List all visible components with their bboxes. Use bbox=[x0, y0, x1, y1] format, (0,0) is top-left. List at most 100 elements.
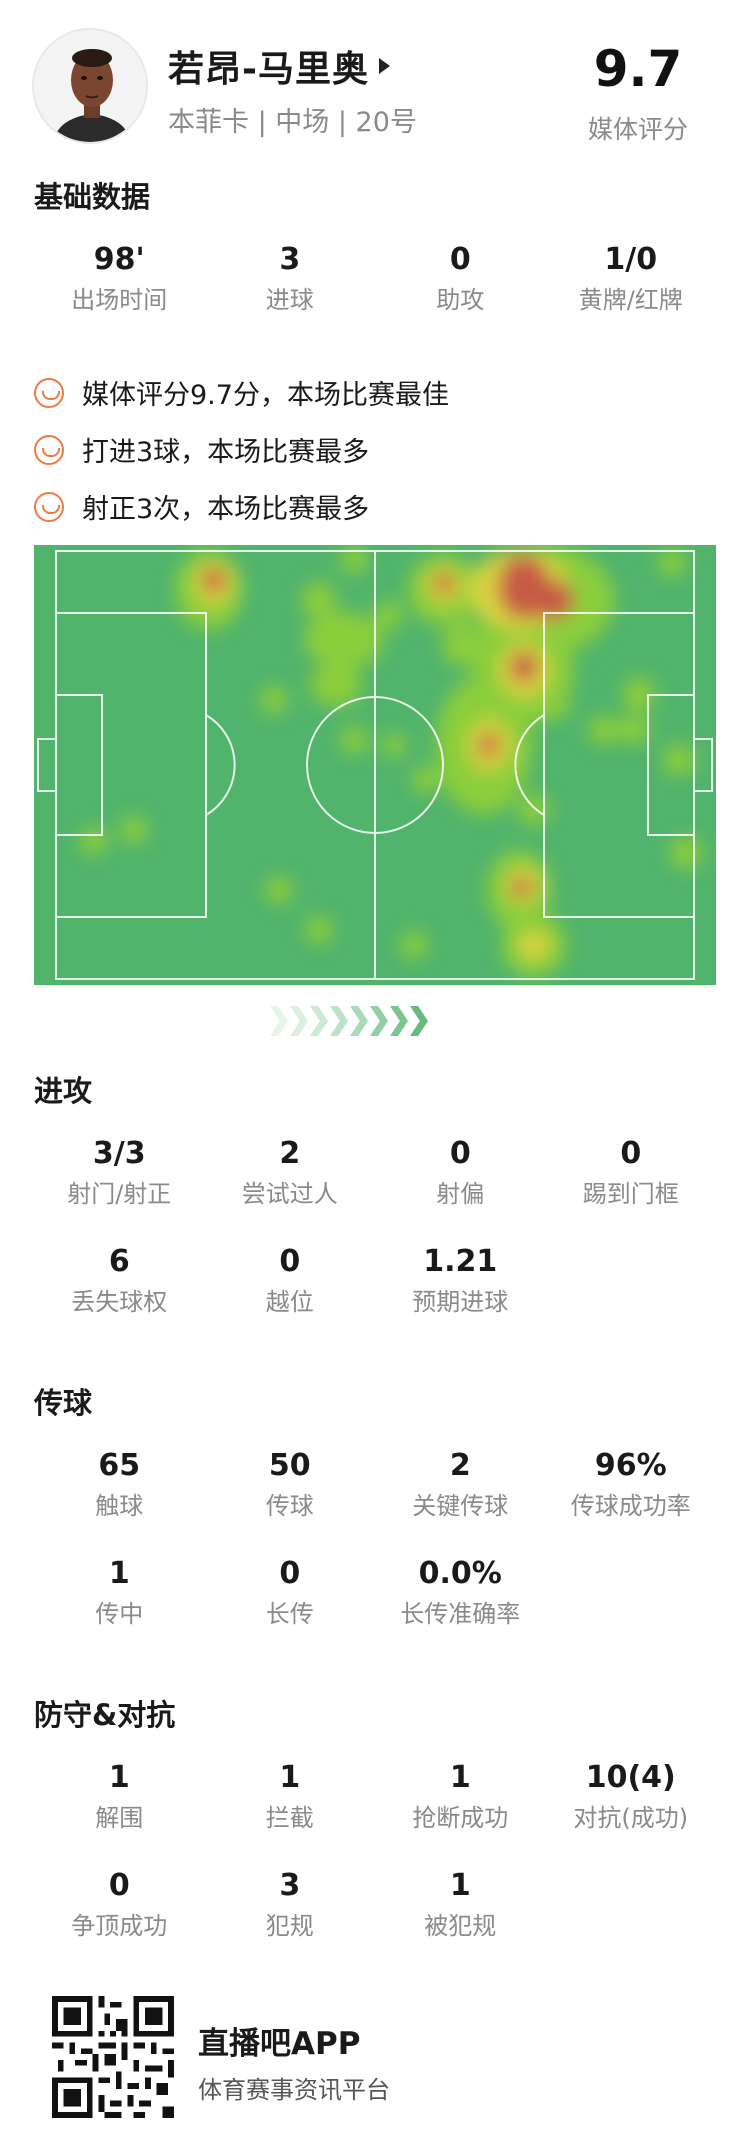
stat-value: 10(4) bbox=[585, 1760, 676, 1795]
section-title-passing: 传球 bbox=[34, 1386, 93, 1420]
stat-label: 犯规 bbox=[265, 1912, 314, 1940]
highlights-list: 媒体评分9.7分，本场比赛最佳 打进3球，本场比赛最多 射正3次，本场比赛最多 bbox=[34, 364, 449, 535]
stat-label: 长传 bbox=[265, 1600, 314, 1628]
stat-label: 踢到门框 bbox=[582, 1180, 679, 1208]
stat-label: 解围 bbox=[95, 1804, 144, 1832]
stat-cell: 3/3 射门/射正 bbox=[34, 1134, 205, 1242]
stat-label: 出场时间 bbox=[71, 286, 168, 314]
stat-value: 96% bbox=[594, 1448, 667, 1483]
section-title-defense: 防守&对抗 bbox=[34, 1698, 176, 1732]
chevron-right-icon bbox=[370, 1006, 388, 1036]
stats-row: 1 传中 0 长传 0.0% 长传准确率 bbox=[34, 1554, 716, 1662]
stats-row: 98' 出场时间 3 进球 0 助攻 1/0 黄牌/红牌 bbox=[34, 240, 716, 348]
stat-value: 1 bbox=[279, 1760, 301, 1795]
chevron-right-icon bbox=[350, 1006, 368, 1036]
stat-cell: 2 尝试过人 bbox=[205, 1134, 376, 1242]
stat-value: 1 bbox=[108, 1760, 130, 1795]
stat-label: 传球 bbox=[265, 1492, 314, 1520]
heatmap-pitch bbox=[34, 545, 716, 985]
stat-label: 争顶成功 bbox=[71, 1912, 168, 1940]
stat-cell: 1 解围 bbox=[34, 1758, 205, 1866]
app-tagline: 体育赛事资讯平台 bbox=[198, 2076, 390, 2104]
stats-row: 3/3 射门/射正 2 尝试过人 0 射偏 0 踢到门框 bbox=[34, 1134, 716, 1242]
stat-label: 拦截 bbox=[265, 1804, 314, 1832]
stat-label: 对抗(成功) bbox=[573, 1804, 689, 1832]
stat-value: 2 bbox=[279, 1136, 301, 1171]
stat-value: 0 bbox=[108, 1868, 130, 1903]
stat-cell: 1 抢断成功 bbox=[375, 1758, 546, 1866]
stat-value: 0 bbox=[449, 1136, 471, 1171]
stat-label: 关键传球 bbox=[412, 1492, 509, 1520]
stat-label: 黄牌/红牌 bbox=[578, 286, 683, 314]
stat-value: 3 bbox=[279, 242, 301, 277]
stats-row: 6 丢失球权 0 越位 1.21 预期进球 bbox=[34, 1242, 716, 1350]
heatmap-svg bbox=[37, 545, 713, 980]
stat-cell: 0 争顶成功 bbox=[34, 1866, 205, 1974]
chevron-right-icon bbox=[330, 1006, 348, 1036]
app-name: 直播吧APP bbox=[198, 2026, 361, 2062]
stat-cell: 96% 传球成功率 bbox=[546, 1446, 717, 1554]
player-name-row[interactable]: 若昂-马里奥 bbox=[168, 40, 390, 92]
highlight-item: 媒体评分9.7分，本场比赛最佳 bbox=[34, 364, 449, 421]
stat-label: 抢断成功 bbox=[412, 1804, 509, 1832]
stat-value: 3 bbox=[279, 1868, 301, 1903]
chevron-right-icon bbox=[270, 1006, 288, 1036]
stat-label: 触球 bbox=[95, 1492, 144, 1520]
pitch-lines bbox=[37, 550, 713, 980]
stat-value: 65 bbox=[98, 1448, 141, 1483]
stat-value: 98' bbox=[93, 242, 145, 277]
stat-cards: 1/0 黄牌/红牌 bbox=[546, 240, 717, 348]
stat-label: 进球 bbox=[265, 286, 314, 314]
highlight-item: 打进3球，本场比赛最多 bbox=[34, 421, 449, 478]
direction-arrows bbox=[270, 1006, 430, 1036]
stat-minutes: 98' 出场时间 bbox=[34, 240, 205, 348]
caret-right-icon bbox=[378, 58, 390, 74]
chevron-right-icon bbox=[390, 1006, 408, 1036]
stat-cell: 2 关键传球 bbox=[375, 1446, 546, 1554]
player-meta: 本菲卡 | 中场 | 20号 bbox=[168, 107, 417, 138]
stat-cell: 0 长传 bbox=[205, 1554, 376, 1662]
highlight-text: 媒体评分9.7分，本场比赛最佳 bbox=[82, 380, 449, 411]
stat-cell: 1 传中 bbox=[34, 1554, 205, 1662]
highlight-text: 射正3次，本场比赛最多 bbox=[82, 494, 370, 525]
stat-label: 越位 bbox=[265, 1288, 314, 1316]
chevron-right-icon bbox=[310, 1006, 328, 1036]
stat-cell: 1.21 预期进球 bbox=[375, 1242, 546, 1350]
stat-value: 6 bbox=[108, 1244, 130, 1279]
section-title-attack: 进攻 bbox=[34, 1074, 93, 1108]
stat-label: 尝试过人 bbox=[241, 1180, 338, 1208]
stat-value: 0 bbox=[449, 242, 471, 277]
stat-value: 3/3 bbox=[92, 1136, 146, 1171]
stat-value: 50 bbox=[268, 1448, 311, 1483]
stat-goals: 3 进球 bbox=[205, 240, 376, 348]
stat-value: 1 bbox=[449, 1760, 471, 1795]
stat-cell: 50 传球 bbox=[205, 1446, 376, 1554]
section-title-basic: 基础数据 bbox=[34, 180, 151, 214]
smile-icon bbox=[34, 434, 64, 465]
stat-value: 0.0% bbox=[418, 1556, 502, 1591]
chevron-right-icon bbox=[410, 1006, 428, 1036]
chevron-right-icon bbox=[290, 1006, 308, 1036]
attack-stats-grid: 3/3 射门/射正 2 尝试过人 0 射偏 0 踢到门框 6 丢失球权 0 越位… bbox=[34, 1134, 716, 1350]
stat-cell: 1 拦截 bbox=[205, 1758, 376, 1866]
stat-label: 射门/射正 bbox=[67, 1180, 172, 1208]
stat-label: 预期进球 bbox=[412, 1288, 509, 1316]
stat-label: 长传准确率 bbox=[400, 1600, 521, 1628]
stat-cell: 0 越位 bbox=[205, 1242, 376, 1350]
stat-cell: 65 触球 bbox=[34, 1446, 205, 1554]
stat-value: 0 bbox=[279, 1556, 301, 1591]
defense-stats-grid: 1 解围 1 拦截 1 抢断成功 10(4) 对抗(成功) 0 争顶成功 3 犯… bbox=[34, 1758, 716, 1974]
smile-icon bbox=[34, 377, 64, 408]
stat-value: 0 bbox=[279, 1244, 301, 1279]
player-avatar[interactable] bbox=[32, 28, 148, 144]
heat-layer bbox=[80, 545, 702, 977]
stat-cell: 3 犯规 bbox=[205, 1866, 376, 1974]
stat-value: 1/0 bbox=[604, 242, 658, 277]
stats-row: 0 争顶成功 3 犯规 1 被犯规 bbox=[34, 1866, 716, 1974]
passing-stats-grid: 65 触球 50 传球 2 关键传球 96% 传球成功率 1 传中 0 长传 0… bbox=[34, 1446, 716, 1662]
smile-icon bbox=[34, 491, 64, 522]
stat-cell: 0.0% 长传准确率 bbox=[375, 1554, 546, 1662]
qr-code-icon[interactable] bbox=[52, 1996, 174, 2118]
highlight-item: 射正3次，本场比赛最多 bbox=[34, 478, 449, 535]
stat-label: 被犯规 bbox=[424, 1912, 497, 1940]
